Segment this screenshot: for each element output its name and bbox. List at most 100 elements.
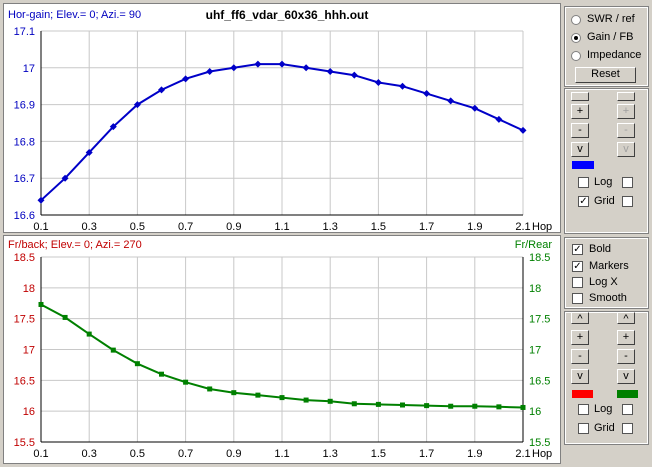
gain-y-tick-label: 17 — [23, 63, 35, 75]
gain-left-plus-button[interactable]: + — [571, 104, 589, 119]
frontback-y-right-tick-label: 17.5 — [529, 314, 550, 326]
fb-log-checkbox[interactable] — [578, 404, 589, 415]
frontback-y-tick-label: 16.5 — [14, 375, 35, 387]
gain-right-up-button[interactable] — [617, 92, 635, 101]
gain-data-point — [182, 75, 190, 83]
gain-data-point — [278, 60, 286, 68]
gain-grid-right-checkbox[interactable] — [622, 196, 633, 207]
gain-left-down-button[interactable]: v — [571, 142, 589, 157]
frontback-data-point — [351, 401, 357, 407]
fb-right-down-button[interactable]: v — [617, 369, 635, 384]
smooth-label: Smooth — [589, 292, 627, 304]
fb-left-color-swatch[interactable] — [572, 390, 593, 398]
frontback-y-right-tick-label: 17 — [529, 345, 541, 357]
gain-data-point — [447, 97, 455, 105]
radio-impedance[interactable] — [571, 51, 581, 61]
gain-y-tick-label: 16.7 — [14, 173, 35, 185]
bold-checkbox[interactable]: ✓ — [572, 244, 583, 255]
frontback-x-tick-label: 0.7 — [178, 448, 193, 460]
frontback-chart-header: Fr/back; Elev.= 0; Azi.= 270 — [8, 239, 142, 251]
frontback-data-point — [231, 390, 237, 396]
frontback-y-tick-label: 18.5 — [14, 252, 35, 264]
gain-data-point — [109, 123, 117, 131]
fb-left-plus-button[interactable]: + — [571, 330, 589, 345]
gain-data-point — [495, 115, 503, 123]
frontback-x-tick-label: 0.1 — [33, 448, 48, 460]
frontback-data-point — [62, 314, 68, 320]
bold-label: Bold — [589, 243, 612, 255]
gain-data-point — [61, 174, 69, 182]
gain-data-point — [158, 86, 165, 94]
gain-series-color-swatch[interactable] — [572, 161, 594, 169]
gain-data-point — [350, 71, 358, 79]
gain-x-tick-label: 0.9 — [226, 221, 241, 232]
gain-chart-title: uhf_ff6_vdar_60x36_hhh.out — [206, 8, 369, 22]
gain-x-tick-label: 2.1 — [515, 221, 530, 232]
gain-data-point — [374, 79, 382, 87]
fb-log-label: Log — [594, 403, 613, 415]
gain-log-right-checkbox[interactable] — [622, 177, 633, 188]
fb-right-plus-button[interactable]: + — [617, 330, 635, 345]
fb-grid-checkbox[interactable] — [578, 423, 589, 434]
frontback-data-point — [520, 404, 526, 410]
radio-gain-fb[interactable] — [571, 33, 581, 43]
gain-left-up-button[interactable] — [571, 92, 589, 101]
gain-data-point — [471, 104, 479, 112]
frontback-y-tick-label: 17.5 — [14, 314, 35, 326]
gain-grid-checkbox[interactable]: ✓ — [578, 196, 589, 207]
radio-gain-fb-label: Gain / FB — [587, 31, 634, 43]
fb-left-minus-button[interactable]: - — [571, 349, 589, 364]
gain-x-axis-label: Hop — [532, 221, 552, 232]
gain-x-tick-label: 1.9 — [467, 221, 482, 232]
frontback-data-point — [86, 331, 92, 337]
fb-right-up-button[interactable]: ^ — [617, 312, 635, 325]
frontback-data-point — [255, 392, 261, 398]
gain-chart-panel: Hor-gain; Elev.= 0; Azi.= 90 uhf_ff6_vda… — [3, 3, 561, 233]
fb-right-color-swatch[interactable] — [617, 390, 638, 398]
gain-left-minus-button[interactable]: - — [571, 123, 589, 138]
fb-right-minus-button[interactable]: - — [617, 349, 635, 364]
frontback-chart-right-header: Fr/Rear — [515, 239, 553, 251]
gain-right-minus-button[interactable]: - — [617, 123, 635, 138]
gain-data-point — [519, 126, 527, 134]
gain-data-point — [230, 64, 238, 72]
gain-right-plus-button[interactable]: + — [617, 104, 635, 119]
frontback-x-tick-label: 1.3 — [323, 448, 338, 460]
gain-x-tick-label: 1.3 — [323, 221, 338, 232]
gain-data-point — [423, 90, 431, 98]
frontback-x-tick-label: 1.1 — [274, 448, 289, 460]
frontback-data-point — [207, 386, 213, 392]
logx-checkbox[interactable] — [572, 277, 583, 288]
frontback-y-right-tick-label: 16 — [529, 406, 541, 418]
radio-impedance-label: Impedance — [587, 49, 642, 61]
smooth-checkbox[interactable] — [572, 293, 583, 304]
gain-axis-group — [564, 88, 649, 234]
fb-left-down-button[interactable]: v — [571, 369, 589, 384]
frontback-data-point — [303, 397, 309, 403]
gain-data-point — [254, 60, 262, 68]
frontback-y-tick-label: 17 — [23, 345, 35, 357]
options-group — [564, 237, 649, 309]
gain-y-tick-label: 17.1 — [14, 26, 35, 38]
fb-grid-right-checkbox[interactable] — [622, 423, 633, 434]
fb-left-up-button[interactable]: ^ — [571, 312, 589, 325]
gain-x-tick-label: 1.5 — [371, 221, 386, 232]
frontback-x-tick-label: 0.3 — [82, 448, 97, 460]
fb-log-right-checkbox[interactable] — [622, 404, 633, 415]
reset-button[interactable]: Reset — [575, 67, 636, 83]
gain-data-point — [37, 196, 45, 204]
gain-right-down-button[interactable]: v — [617, 142, 635, 157]
gain-x-tick-label: 1.1 — [274, 221, 289, 232]
markers-checkbox[interactable]: ✓ — [572, 261, 583, 272]
radio-swr[interactable] — [571, 15, 581, 25]
frontback-data-point — [327, 398, 333, 404]
gain-data-point — [206, 67, 214, 75]
gain-x-tick-label: 0.3 — [82, 221, 97, 232]
frontback-data-point — [279, 395, 285, 401]
frontback-y-tick-label: 16 — [23, 406, 35, 418]
frontback-data-point — [134, 361, 140, 367]
frontback-data-point — [496, 404, 502, 410]
gain-y-tick-label: 16.8 — [14, 136, 35, 148]
frontback-data-point — [400, 402, 405, 408]
gain-log-checkbox[interactable] — [578, 177, 589, 188]
